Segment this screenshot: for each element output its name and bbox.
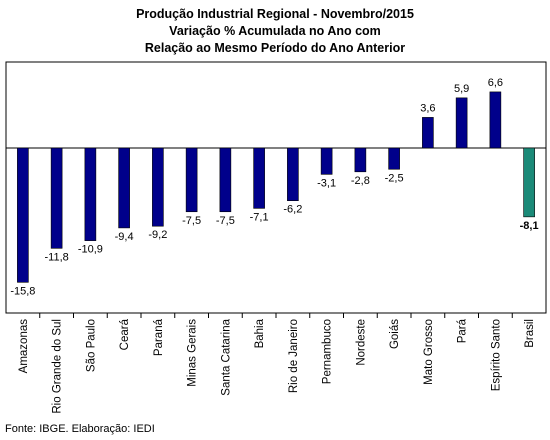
data-label-9: -3,1 [317, 177, 336, 189]
bar-8 [287, 147, 299, 202]
category-label-4: Paraná [153, 318, 165, 356]
data-label-0: -15,8 [10, 285, 35, 297]
bar-10 [354, 147, 367, 173]
bar-4 [152, 147, 164, 227]
source-note: Fonte: IBGE. Elaboração: IEDI [5, 423, 155, 435]
bar-11 [388, 147, 400, 170]
chart-title-line-1: Produção Industrial Regional - Novembro/… [136, 7, 414, 21]
category-label-9: Pernambuco [322, 319, 334, 384]
category-label-13: Pará [457, 318, 469, 343]
category-label-12: Mato Grosso [423, 319, 435, 385]
category-label-7: Bahia [254, 318, 266, 348]
data-label-14: 6,6 [488, 77, 503, 89]
bar-0 [17, 147, 29, 283]
bar-5 [185, 147, 198, 213]
bar-9 [320, 147, 333, 175]
category-label-2: São Paulo [85, 319, 97, 372]
category-label-15: Brasil [524, 319, 536, 348]
bar-7 [253, 147, 265, 209]
bar-2 [84, 147, 97, 241]
category-label-14: Espírito Santo [490, 319, 502, 391]
category-label-6: Santa Catarina [220, 318, 232, 395]
bar-13 [455, 97, 468, 149]
category-label-1: Rio Grande do Sul [52, 319, 64, 414]
data-label-7: -7,1 [250, 211, 269, 223]
category-label-8: Rio de Janeiro [288, 319, 300, 393]
chart-title-line-2: Variação % Acumulada no Ano com [169, 24, 381, 38]
data-label-13: 5,9 [454, 83, 469, 95]
data-label-2: -10,9 [78, 244, 103, 256]
category-label-5: Minas Gerais [187, 319, 199, 387]
data-label-1: -11,8 [44, 251, 68, 263]
bar-6 [219, 147, 232, 213]
data-label-4: -9,2 [148, 229, 167, 241]
category-label-0: Amazonas [18, 319, 30, 374]
data-label-15: -8,1 [520, 220, 539, 232]
bar-3 [118, 147, 130, 229]
chart-title-line-3: Relação ao Mesmo Período do Ano Anterior [144, 41, 406, 55]
data-label-11: -2,5 [385, 172, 404, 184]
bar-12 [422, 117, 434, 149]
category-label-3: Ceará [119, 318, 131, 350]
category-label-10: Nordeste [355, 319, 367, 366]
data-label-10: -2,8 [351, 175, 370, 187]
data-label-3: -9,4 [115, 231, 134, 243]
data-label-12: 3,6 [420, 102, 435, 114]
bar-1 [50, 147, 63, 249]
data-label-6: -7,5 [216, 215, 235, 227]
data-label-8: -6,2 [283, 204, 302, 216]
bar-15 [523, 147, 535, 218]
category-label-11: Goiás [389, 319, 401, 349]
data-label-5: -7,5 [182, 215, 201, 227]
bar-14 [489, 91, 502, 149]
